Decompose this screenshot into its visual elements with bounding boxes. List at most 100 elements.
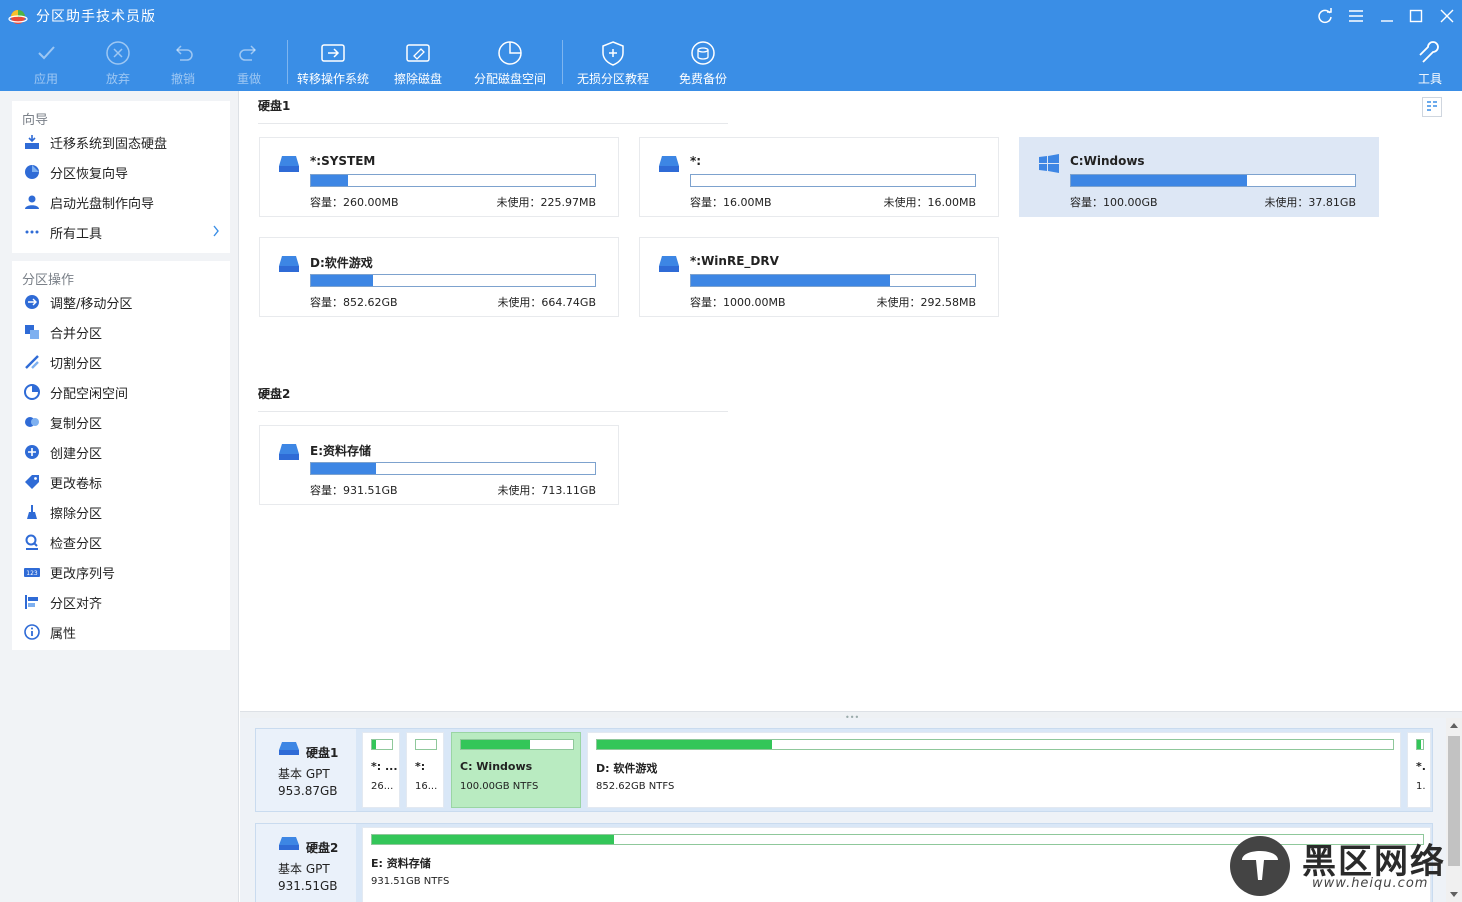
sidebar-item-align[interactable]: 分区对齐 <box>12 587 230 617</box>
partition-name: *: <box>415 760 426 773</box>
lossless-tutorial-button[interactable]: 无损分区教程 <box>574 32 652 91</box>
wipe-disk-button[interactable]: 擦除磁盘 <box>388 32 448 91</box>
minimize-button[interactable] <box>1376 6 1398 26</box>
sidebar-item-change-label[interactable]: 更改卷标 <box>12 467 230 497</box>
drive-icon <box>659 256 679 272</box>
vertical-scrollbar[interactable] <box>1446 718 1462 902</box>
menu-button[interactable] <box>1345 6 1367 26</box>
sidebar-item-label: 迁移系统到固态硬盘 <box>50 136 168 152</box>
partition-ops-panel: 分区操作 调整/移动分区 合并分区 切割分区 分配空闲空间 复制分区 创建分区 … <box>12 261 230 650</box>
sidebar-item-label: 检查分区 <box>50 536 103 552</box>
sidebar-item-label: 分区对齐 <box>50 596 103 612</box>
wipe-disk-icon <box>406 44 430 62</box>
discard-button[interactable]: 放弃 <box>92 32 144 91</box>
sidebar-item-label: 切割分区 <box>50 356 103 372</box>
user-disc-icon <box>25 195 39 209</box>
partition-block[interactable]: *: ... 26... <box>362 732 400 808</box>
toolbar: 应用 放弃 撤销 重做 转移操作系统 擦除磁盘 分配磁盘空间 无损分区教程 免费… <box>0 32 1462 91</box>
split-icon <box>25 355 39 369</box>
chevron-right-icon <box>213 225 219 237</box>
partition-card-system[interactable]: *:SYSTEM 容量：260.00MB 未使用：225.97MB <box>259 137 619 217</box>
apply-label: 应用 <box>33 72 58 86</box>
toolbar-divider <box>287 40 288 84</box>
redo-label: 重做 <box>236 72 261 86</box>
create-icon <box>25 445 39 459</box>
migrate-os-button[interactable]: 转移操作系统 <box>294 32 372 91</box>
usage-bar <box>460 739 574 750</box>
list-view-icon <box>1427 101 1437 111</box>
drive-icon <box>279 156 299 172</box>
usage-fill <box>372 740 376 749</box>
drive-icon <box>279 837 299 850</box>
disk-size: 953.87GB <box>278 784 338 798</box>
pane-splitter[interactable]: ••• <box>240 711 1462 722</box>
free-backup-button[interactable]: 免费备份 <box>675 32 731 91</box>
sidebar-item-properties[interactable]: 属性 <box>12 617 230 647</box>
partition-card-winre[interactable]: *:WinRE_DRV 容量：1000.00MB 未使用：292.58MB <box>639 237 999 317</box>
sidebar-item-copy[interactable]: 复制分区 <box>12 407 230 437</box>
partition-card-games[interactable]: D:软件游戏 容量：852.62GB 未使用：664.74GB <box>259 237 619 317</box>
partition-capacity: 容量：100.00GB <box>1070 196 1158 209</box>
svg-text:123: 123 <box>26 570 38 577</box>
partition-card-storage[interactable]: E:资料存储 容量：931.51GB 未使用：713.11GB <box>259 425 619 505</box>
watermark: 黑区网络 www.heiqu.com <box>1228 832 1453 898</box>
sidebar-item-create[interactable]: 创建分区 <box>12 437 230 467</box>
sidebar-item-wipe[interactable]: 擦除分区 <box>12 497 230 527</box>
close-icon <box>1440 9 1454 23</box>
sidebar-item-migrate-ssd[interactable]: 迁移系统到固态硬盘 <box>12 127 230 157</box>
partition-name: *:WinRE_DRV <box>690 254 779 268</box>
maximize-button[interactable] <box>1405 6 1427 26</box>
lossless-tutorial-label: 无损分区教程 <box>576 72 649 86</box>
shield-icon <box>602 41 624 66</box>
pie-chart-icon <box>498 41 522 65</box>
partition-size: 26... <box>371 781 394 792</box>
partition-card-unnamed[interactable]: *: 容量：16.00MB 未使用：16.00MB <box>639 137 999 217</box>
disk1-info[interactable]: 硬盘1 基本 GPT 953.87GB <box>256 729 356 811</box>
partition-block-games[interactable]: D: 软件游戏 852.62GB NTFS <box>587 732 1401 808</box>
sidebar-item-boot-disc[interactable]: 启动光盘制作向导 <box>12 187 230 217</box>
sidebar-item-merge[interactable]: 合并分区 <box>12 317 230 347</box>
tools-button[interactable]: 工具 <box>1410 32 1450 91</box>
disk2-info[interactable]: 硬盘2 基本 GPT 931.51GB <box>256 824 356 902</box>
usage-bar <box>1416 739 1424 750</box>
sidebar-item-resize-move[interactable]: 调整/移动分区 <box>12 287 230 317</box>
sidebar-item-split[interactable]: 切割分区 <box>12 347 230 377</box>
redo-button[interactable]: 重做 <box>223 32 275 91</box>
tools-label: 工具 <box>1417 72 1442 86</box>
usage-bar <box>1070 174 1356 187</box>
sidebar-item-allocate-free[interactable]: 分配空闲空间 <box>12 377 230 407</box>
partition-name: D: 软件游戏 <box>596 762 658 775</box>
drive-icon <box>279 742 299 755</box>
partition-capacity: 容量：260.00MB <box>310 196 399 209</box>
usage-bar <box>371 834 1424 845</box>
partition-free: 未使用：16.00MB <box>883 196 976 209</box>
disk1-row[interactable]: 硬盘1 基本 GPT 953.87GB *: ... 26... *: 16..… <box>255 728 1433 812</box>
sidebar-item-partition-recovery[interactable]: 分区恢复向导 <box>12 157 230 187</box>
apply-button[interactable]: 应用 <box>20 32 72 91</box>
partition-capacity: 容量：1000.00MB <box>690 296 786 309</box>
title-bar: 分区助手技术员版 <box>0 0 1462 32</box>
discard-label: 放弃 <box>105 72 130 86</box>
sidebar-item-label: 分区恢复向导 <box>50 166 129 182</box>
partition-block[interactable]: *. 1. <box>1407 732 1431 808</box>
sidebar-item-label: 复制分区 <box>50 416 103 432</box>
allocate-space-button[interactable]: 分配磁盘空间 <box>470 32 550 91</box>
menu-icon <box>1349 10 1363 22</box>
close-button[interactable] <box>1436 6 1458 26</box>
view-toggle-button[interactable] <box>1422 97 1442 117</box>
sidebar-item-check[interactable]: 检查分区 <box>12 527 230 557</box>
usage-fill <box>461 740 531 749</box>
wipe-disk-label: 擦除磁盘 <box>393 72 442 86</box>
scroll-down-icon <box>1450 892 1458 897</box>
partition-name: *: ... <box>371 760 398 773</box>
scroll-thumb[interactable] <box>1448 736 1460 866</box>
partition-block-windows[interactable]: C: Windows 100.00GB NTFS <box>451 732 581 808</box>
undo-button[interactable]: 撤销 <box>157 32 209 91</box>
sidebar-item-all-tools[interactable]: 所有工具 <box>12 217 230 247</box>
sidebar-item-serial[interactable]: 123 更改序列号 <box>12 557 230 587</box>
partition-block[interactable]: *: 16... <box>406 732 444 808</box>
app-logo-icon <box>8 10 28 24</box>
partition-card-windows[interactable]: C:Windows 容量：100.00GB 未使用：37.81GB <box>1019 137 1379 217</box>
usage-fill <box>597 740 773 749</box>
refresh-button[interactable] <box>1314 6 1336 26</box>
